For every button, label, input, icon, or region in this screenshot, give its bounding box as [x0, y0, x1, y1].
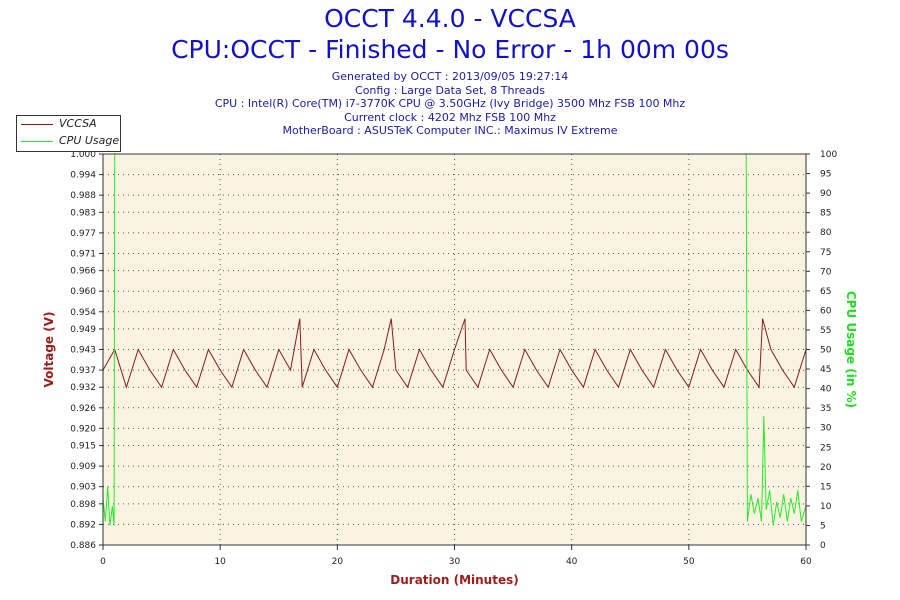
y-tick-label: 0.886 — [70, 541, 96, 551]
series-line-cpu-usage — [102, 153, 807, 526]
x-tick-label: 30 — [449, 557, 461, 567]
y-tick-label: 0.909 — [70, 462, 96, 472]
y2-tick-label: 25 — [820, 443, 831, 453]
y2-tick-label: 65 — [820, 287, 831, 297]
y-tick-label: 0.892 — [70, 520, 96, 530]
y-tick-label: 0.966 — [70, 267, 96, 277]
plot-border — [102, 153, 807, 546]
y2-axis-label: CPU Usage (in %) — [844, 291, 858, 408]
y2-tick-label: 50 — [820, 346, 832, 356]
x-tick-label: 10 — [214, 557, 226, 567]
y-tick-label: 1.000 — [70, 150, 96, 160]
y-tick-label: 0.994 — [70, 171, 96, 181]
y-tick-label: 0.988 — [70, 191, 96, 201]
legend-swatch-vccsa — [21, 123, 53, 125]
info-block: Generated by OCCT : 2013/09/05 19:27:14 … — [0, 70, 900, 138]
x-tick-label: 20 — [332, 557, 344, 567]
y2-tick-label: 75 — [820, 248, 831, 258]
legend-label-cpu-usage: CPU Usage — [59, 134, 120, 147]
y-tick-label: 0.960 — [70, 287, 96, 297]
y-tick-label: 0.926 — [70, 404, 96, 414]
y-tick-label: 0.937 — [70, 366, 96, 376]
axes-layer: 0 10 20 30 40 50 600.8860.8920.8980.9030.9090.… — [70, 150, 837, 567]
y2-tick-label: 100 — [820, 150, 837, 160]
legend-item-vccsa: VCCSA — [21, 117, 97, 133]
legend-item-cpu-usage: CPU Usage — [21, 134, 119, 150]
y2-tick-label: 30 — [820, 424, 832, 434]
y2-tick-label: 85 — [820, 209, 831, 219]
y-tick-label: 0.920 — [70, 424, 96, 434]
chart-title: OCCT 4.4.0 - VCCSA — [324, 4, 576, 33]
y2-tick-label: 55 — [820, 326, 831, 336]
series-line-vccsa — [102, 318, 807, 389]
legend-label-vccsa: VCCSA — [59, 117, 97, 130]
y2-tick-label: 35 — [820, 404, 831, 414]
info-config: Config : Large Data Set, 8 Threads — [355, 83, 545, 97]
y-tick-label: 0.903 — [70, 483, 96, 493]
y2-tick-label: 95 — [820, 170, 831, 180]
y2-tick-label: 20 — [820, 463, 832, 473]
x-tick-label: 60 — [800, 557, 812, 567]
info-motherboard: MotherBoard : ASUSTeK Computer INC.: Max… — [282, 124, 618, 138]
y2-tick-label: 70 — [820, 267, 832, 277]
y2-tick-label: 90 — [820, 189, 832, 199]
y2-tick-label: 10 — [820, 502, 832, 512]
y2-tick-label: 0 — [820, 541, 826, 551]
chart-subtitle: CPU:OCCT - Finished - No Error - 1h 00m … — [171, 35, 729, 64]
y-axis-label: Voltage (V) — [42, 312, 56, 388]
x-axis-label: Duration (Minutes) — [390, 573, 518, 587]
y-tick-label: 0.971 — [70, 249, 96, 259]
info-clock: Current clock : 4202 Mhz FSB 100 Mhz — [344, 110, 556, 124]
y2-tick-label: 80 — [820, 228, 832, 238]
info-cpu: CPU : Intel(R) Core(TM) i7-3770K CPU @ 3… — [214, 97, 686, 111]
legend-swatch-cpu-usage — [21, 140, 53, 142]
y2-tick-label: 45 — [820, 365, 831, 375]
y-tick-label: 0.932 — [70, 383, 96, 393]
y2-tick-label: 60 — [820, 306, 832, 316]
x-tick-label: 50 — [683, 557, 695, 567]
y-tick-label: 0.915 — [70, 442, 96, 452]
y-tick-label: 0.949 — [70, 325, 96, 335]
y-tick-label: 0.943 — [70, 346, 96, 356]
legend: VCCSA CPU Usage — [16, 115, 121, 152]
x-tick-label: 0 — [100, 557, 106, 567]
series-layer — [102, 153, 807, 526]
x-tick-label: 40 — [566, 557, 578, 567]
y2-tick-label: 5 — [820, 521, 826, 531]
y-tick-label: 0.977 — [70, 229, 96, 239]
y-tick-label: 0.983 — [70, 208, 96, 218]
info-generated: Generated by OCCT : 2013/09/05 19:27:14 — [331, 70, 569, 83]
y-tick-label: 0.954 — [70, 308, 96, 318]
y-tick-label: 0.898 — [70, 500, 96, 510]
y2-tick-label: 15 — [820, 482, 831, 492]
y2-tick-label: 40 — [820, 385, 832, 395]
